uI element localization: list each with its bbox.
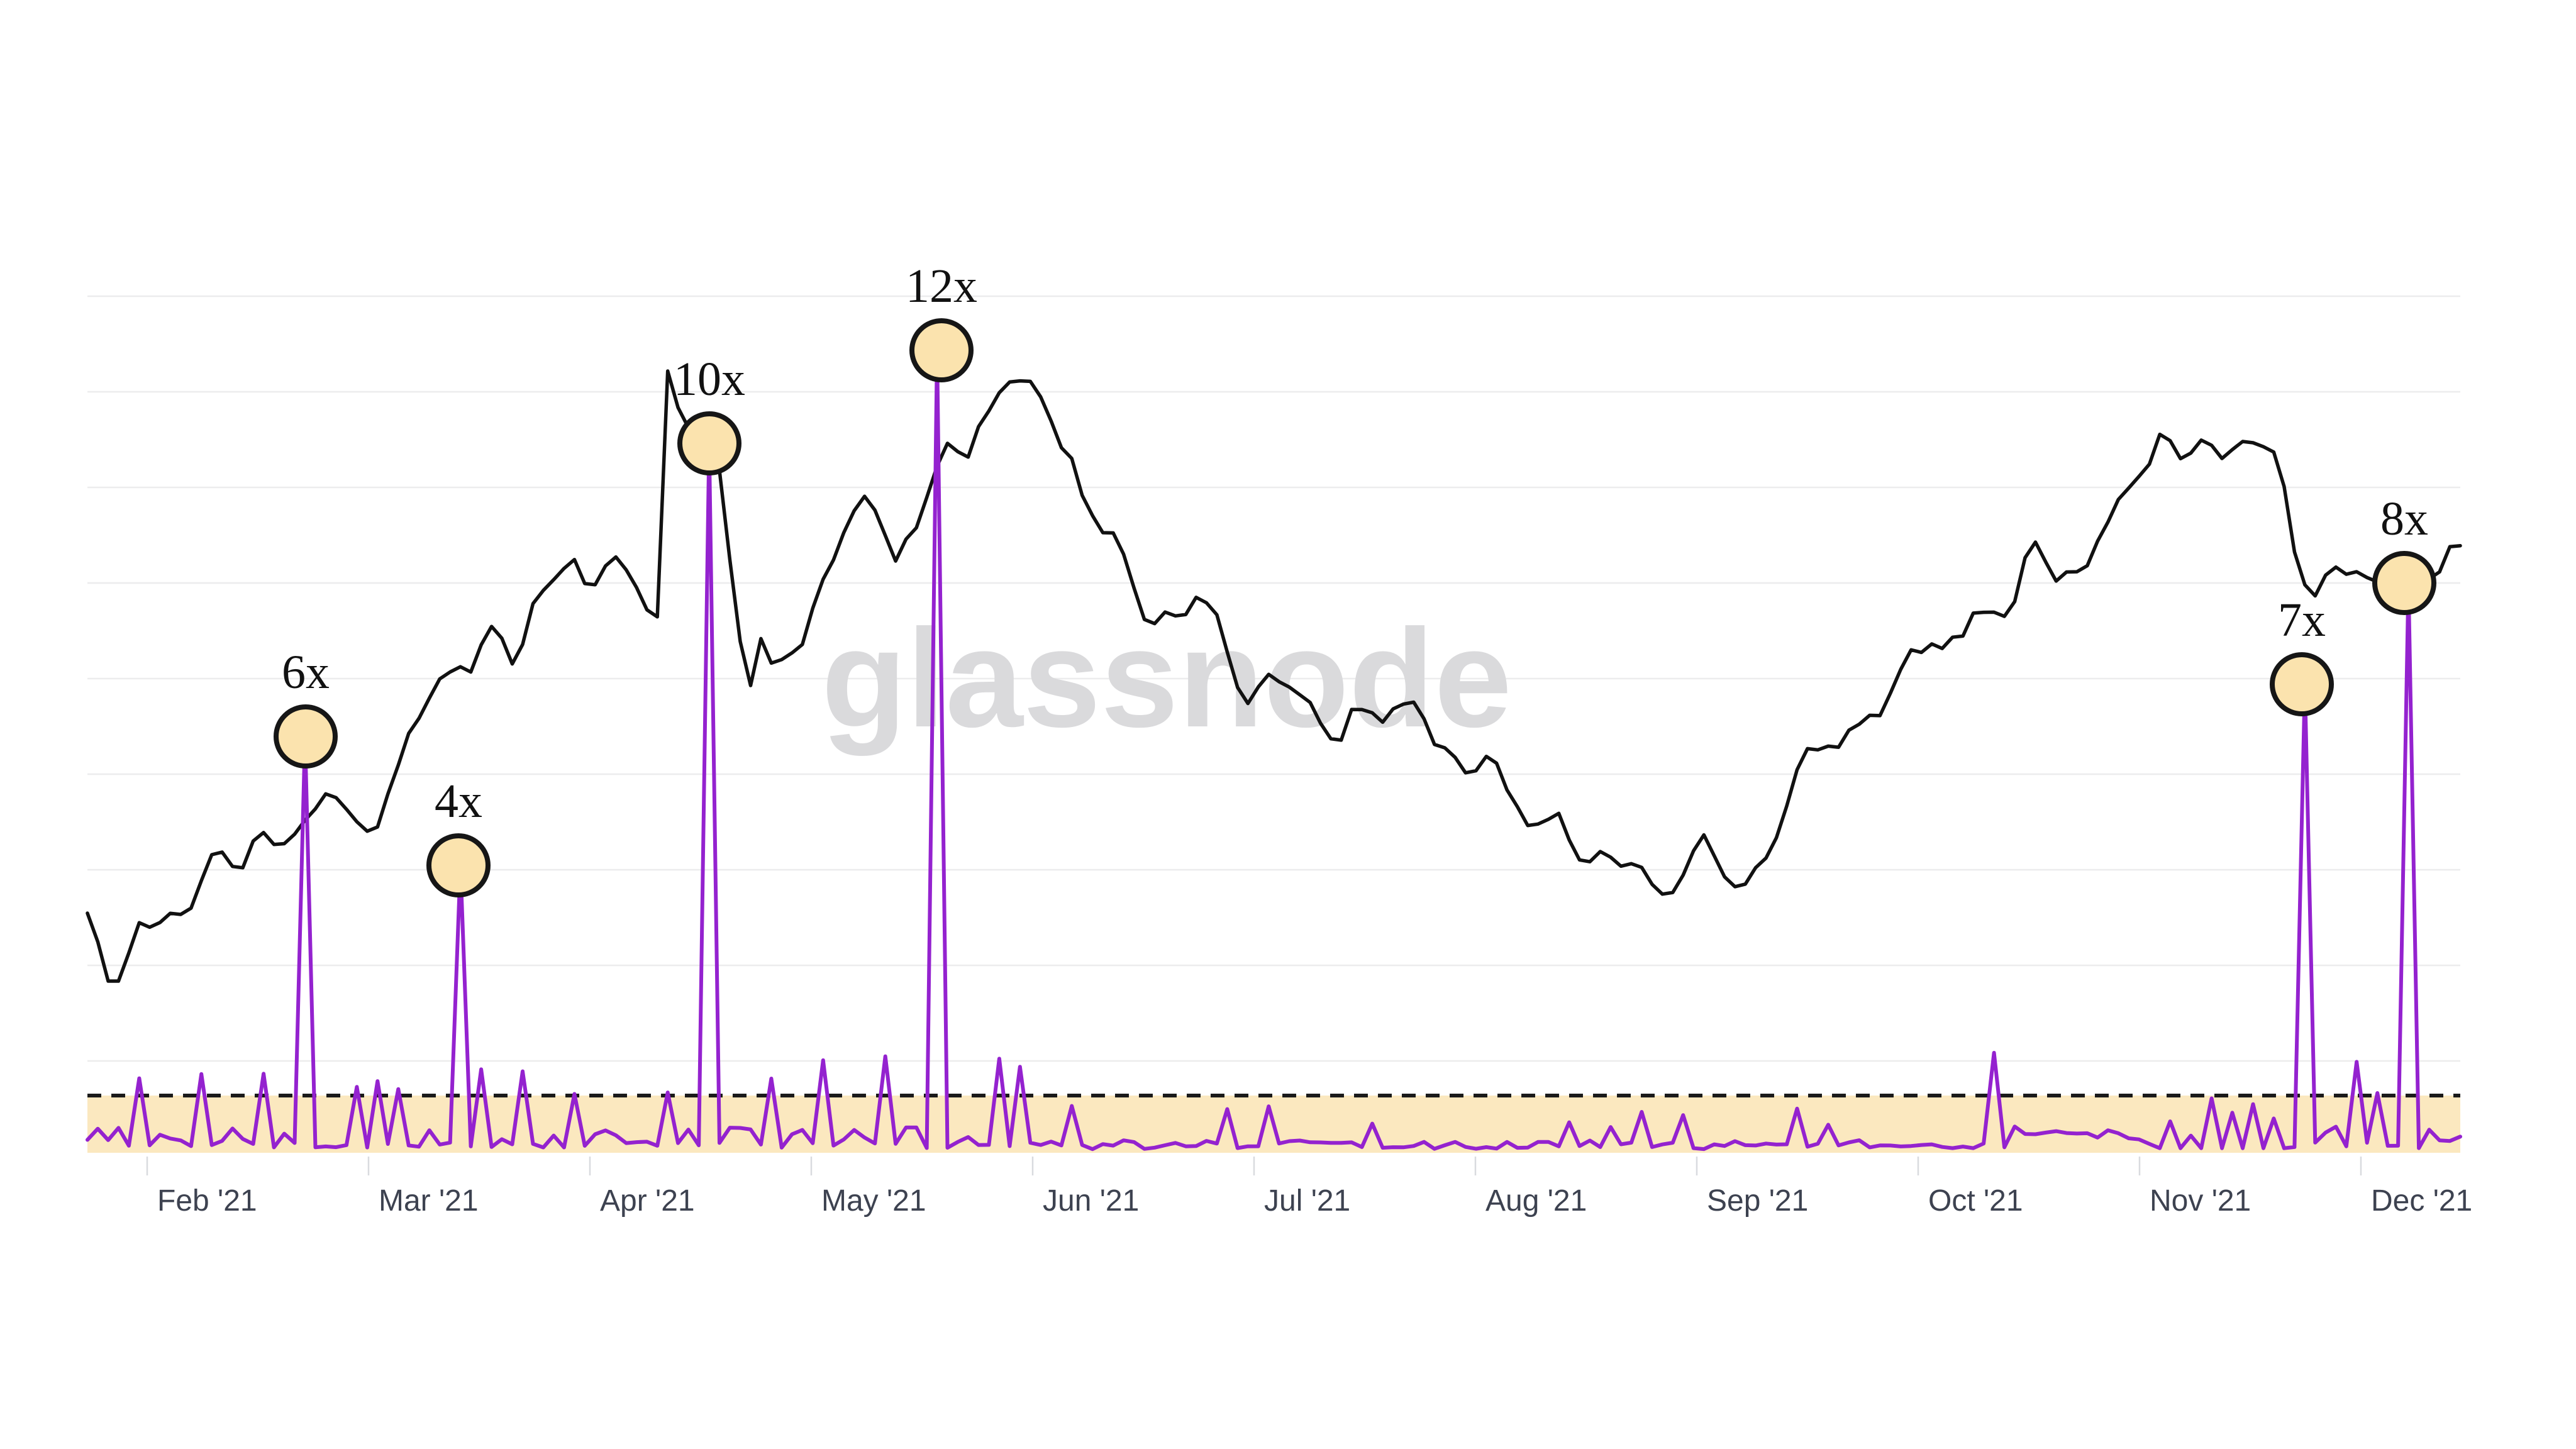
svg-text:Apr '21: Apr '21 bbox=[600, 1184, 695, 1218]
svg-text:Nov '21: Nov '21 bbox=[2150, 1184, 2251, 1218]
svg-text:Sep '21: Sep '21 bbox=[1707, 1184, 1808, 1218]
svg-text:Mar '21: Mar '21 bbox=[379, 1184, 479, 1218]
svg-text:May '21: May '21 bbox=[821, 1184, 926, 1218]
svg-text:6x: 6x bbox=[282, 646, 330, 699]
svg-text:Jun '21: Jun '21 bbox=[1043, 1184, 1139, 1218]
svg-text:12x: 12x bbox=[906, 260, 977, 313]
svg-text:Jul '21: Jul '21 bbox=[1264, 1184, 1350, 1218]
svg-text:Feb '21: Feb '21 bbox=[157, 1184, 257, 1218]
svg-text:8x: 8x bbox=[2380, 492, 2428, 545]
svg-text:Oct '21: Oct '21 bbox=[1928, 1184, 2023, 1218]
svg-text:glassnode: glassnode bbox=[821, 601, 1512, 757]
svg-text:Aug '21: Aug '21 bbox=[1485, 1184, 1587, 1218]
svg-text:7x: 7x bbox=[2278, 594, 2326, 647]
svg-text:10x: 10x bbox=[674, 353, 745, 406]
svg-text:4x: 4x bbox=[435, 775, 482, 828]
svg-text:Dec '21: Dec '21 bbox=[2371, 1184, 2472, 1218]
